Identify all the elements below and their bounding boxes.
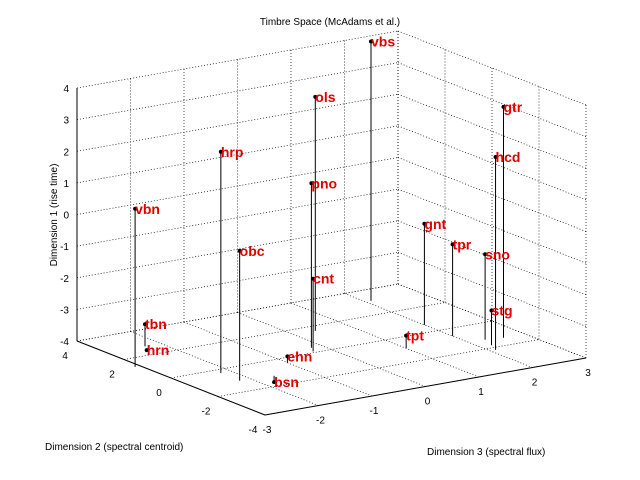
wall-gridline bbox=[397, 62, 587, 137]
point-label-ehn: ehn bbox=[287, 348, 312, 364]
z-tick-label: 4 bbox=[63, 84, 69, 95]
data-point-hcd bbox=[493, 154, 498, 159]
point-label-tpt: tpt bbox=[406, 328, 424, 344]
floor-gridline bbox=[344, 293, 533, 368]
point-label-sno: sno bbox=[485, 246, 510, 262]
x-tick-label: -2 bbox=[202, 407, 211, 418]
point-label-gnt: gnt bbox=[424, 216, 446, 232]
point-label-hcd: hcd bbox=[496, 149, 521, 165]
wall-gridline bbox=[76, 220, 399, 279]
wall-gridline bbox=[76, 93, 399, 152]
wall-gridline bbox=[76, 125, 399, 184]
y-axis-label: Dimension 3 (spectral flux) bbox=[427, 447, 545, 458]
data-point-tpr bbox=[450, 242, 455, 247]
wall-gridline bbox=[397, 252, 587, 327]
y-tick-label: 2 bbox=[532, 378, 538, 389]
data-point-ols bbox=[313, 94, 318, 99]
floor-gridline bbox=[183, 321, 373, 397]
floor-gridline bbox=[123, 302, 446, 360]
z-tick-label: -3 bbox=[60, 305, 69, 316]
y-axis-line bbox=[264, 357, 587, 416]
floor-gridline bbox=[290, 302, 480, 378]
data-point-bsn bbox=[272, 380, 277, 385]
point-label-ols: ols bbox=[315, 89, 335, 105]
floor-gridline bbox=[217, 339, 540, 397]
point-label-cnt: cnt bbox=[313, 271, 334, 287]
wall-gridline bbox=[397, 283, 587, 359]
x-tick-label: -4 bbox=[249, 425, 258, 436]
z-axis-label: Dimension 1 (rise time) bbox=[49, 164, 60, 267]
wall-gridline bbox=[397, 125, 587, 201]
point-label-vbs: vbs bbox=[371, 34, 395, 50]
wall-gridline bbox=[76, 157, 399, 215]
data-point-gtr bbox=[501, 104, 506, 109]
wall-gridline bbox=[397, 93, 587, 169]
data-point-hrp bbox=[218, 149, 223, 154]
floor-gridline bbox=[130, 331, 319, 406]
wall-gridline bbox=[397, 30, 587, 106]
wall-gridline bbox=[397, 188, 587, 264]
z-tick-label: 0 bbox=[63, 211, 69, 222]
x-axis-label: Dimension 2 (spectral centroid) bbox=[45, 442, 183, 453]
z-tick-label: -4 bbox=[60, 337, 69, 348]
point-label-gtr: gtr bbox=[504, 99, 523, 115]
data-point-pno bbox=[309, 181, 314, 186]
tick-label-layer: 4 2 0 -2 -4 -3 -2 -1 0 1 2 3 4 3 2 1 0 -1 -2 -3 -4 bbox=[60, 84, 591, 436]
point-label-tbn: tbn bbox=[145, 316, 167, 332]
z-tick-label: 1 bbox=[63, 179, 69, 190]
data-point-stg bbox=[489, 308, 494, 313]
data-point-tpt bbox=[404, 333, 409, 338]
floor-gridline bbox=[237, 312, 426, 387]
wall-gridline bbox=[76, 252, 399, 310]
y-tick-label: 1 bbox=[478, 387, 484, 398]
wall-gridline bbox=[76, 62, 399, 120]
data-point-sno bbox=[483, 252, 488, 257]
point-label-hrp: hrp bbox=[221, 144, 244, 160]
point-label-obc: obc bbox=[240, 243, 265, 259]
z-tick-label: 3 bbox=[63, 116, 69, 127]
x-axis-line bbox=[76, 340, 266, 416]
axis-layer bbox=[76, 88, 587, 416]
data-point-ehn bbox=[285, 354, 290, 359]
point-label-hrn: hrn bbox=[147, 342, 170, 358]
data-point-gnt bbox=[422, 221, 427, 226]
y-tick-label: -1 bbox=[370, 406, 379, 417]
y-tick-label: 3 bbox=[585, 368, 591, 379]
data-point-tbn bbox=[143, 322, 147, 327]
data-point-hrn bbox=[144, 348, 149, 353]
point-label-bsn: bsn bbox=[274, 374, 299, 390]
wall-gridline bbox=[397, 157, 587, 232]
y-tick-label: -3 bbox=[263, 425, 272, 436]
z-tick-label: -2 bbox=[60, 274, 69, 285]
wall-gridline bbox=[76, 30, 399, 89]
z-tick-label: -1 bbox=[60, 242, 69, 253]
point-label-vbn: vbn bbox=[135, 201, 160, 217]
wall-gridline bbox=[397, 220, 587, 296]
floor-gridline bbox=[170, 320, 493, 379]
point-label-pno: pno bbox=[311, 175, 337, 191]
grid-layer bbox=[76, 30, 587, 416]
data-point-vbn bbox=[133, 206, 138, 211]
data-point-cnt bbox=[311, 276, 316, 281]
wall-gridline bbox=[76, 188, 399, 247]
data-point-vbs bbox=[369, 39, 373, 44]
stem-layer bbox=[133, 39, 506, 385]
y-tick-label: 0 bbox=[425, 397, 431, 408]
x-tick-label: 2 bbox=[109, 370, 115, 381]
data-point-obc bbox=[237, 248, 242, 253]
wall-gridline bbox=[76, 283, 399, 342]
x-tick-label: 0 bbox=[156, 388, 162, 399]
point-label-tpr: tpr bbox=[453, 236, 472, 252]
chart-title: Timbre Space (McAdams et al.) bbox=[260, 17, 400, 28]
point-label-stg: stg bbox=[492, 302, 513, 318]
z-tick-label: 2 bbox=[63, 147, 69, 158]
y-tick-label: -2 bbox=[316, 416, 325, 427]
x-tick-label: 4 bbox=[62, 351, 68, 362]
